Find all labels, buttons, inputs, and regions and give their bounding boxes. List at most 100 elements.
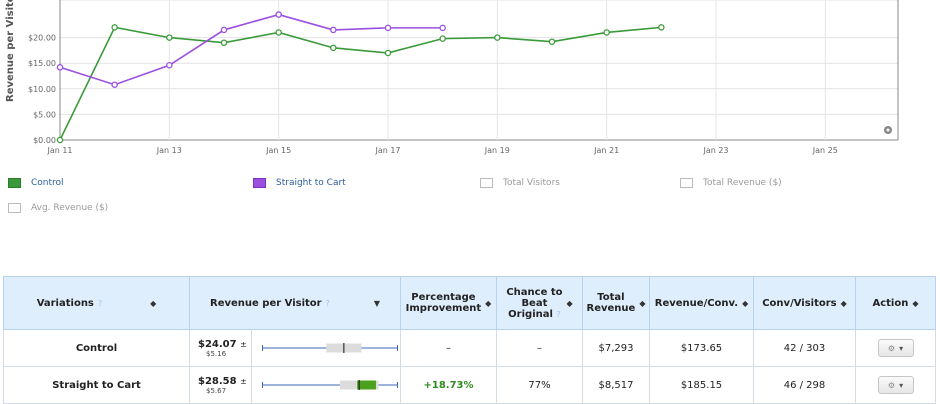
- range-improvement-fill: [357, 380, 376, 390]
- data-point[interactable]: [56, 136, 64, 144]
- help-icon[interactable]: ?: [556, 309, 561, 319]
- caret-down-icon: ▾: [899, 380, 904, 390]
- x-tick-label: Jan 19: [484, 146, 510, 155]
- results-table: Variations ? ◆ Revenue per Visitor ? ▼ P…: [3, 276, 936, 404]
- rpv-value: $24.07 ± $5.16: [189, 329, 252, 367]
- x-tick-label: Jan 17: [374, 146, 400, 155]
- total-revenue-value: $7,293: [582, 329, 650, 367]
- sort-icon: ◆: [639, 298, 646, 308]
- table-row: Straight to Cart $28.58 ± $5.67 +18.73% …: [3, 366, 936, 404]
- data-point[interactable]: [330, 26, 337, 34]
- data-point[interactable]: [275, 29, 282, 36]
- header-revenue-per-conversion[interactable]: Revenue/Conv. ◆: [649, 276, 754, 330]
- improvement-value: –: [400, 329, 497, 367]
- y-axis-label: Revenue per Visito: [5, 0, 16, 102]
- legend-swatch: [480, 178, 493, 188]
- help-icon[interactable]: ?: [97, 298, 103, 308]
- sort-icon: ◆: [150, 298, 157, 308]
- action-menu-button[interactable]: ⚙ ▾: [877, 376, 914, 394]
- legend-label: Straight to Cart: [276, 178, 346, 188]
- revenue-chart: $0.00 $5.00 $10.00 $15.00 $20.00 Jan 11 Jan 13…: [0, 0, 940, 165]
- data-point[interactable]: [220, 26, 228, 34]
- x-tick-label: Jan 21: [593, 146, 619, 155]
- data-point[interactable]: [603, 29, 610, 36]
- variation-name: Control: [3, 329, 190, 367]
- legend-label: Control: [31, 178, 64, 188]
- data-point[interactable]: [439, 35, 446, 42]
- sort-icon: ◆: [912, 298, 919, 308]
- confidence-range-bar: [262, 342, 398, 354]
- action-menu-button[interactable]: ⚙ ▾: [877, 339, 914, 357]
- revenue-per-conversion-value: $173.65: [649, 329, 754, 367]
- legend-item-avg-revenue[interactable]: Avg. Revenue ($): [8, 203, 108, 213]
- legend-swatch: [8, 178, 21, 188]
- reset-zoom-icon[interactable]: [884, 126, 892, 134]
- header-variations[interactable]: Variations ? ◆: [3, 276, 190, 330]
- legend-swatch: [8, 203, 21, 213]
- legend-item-straight-to-cart[interactable]: Straight to Cart: [253, 178, 346, 188]
- action-cell: ⚙ ▾: [855, 329, 936, 367]
- series-line: [59, 13, 443, 86]
- header-action: Action ◆: [855, 276, 936, 330]
- table-row: Control $24.07 ± $5.16 – – $7,293 $173.6…: [3, 329, 936, 367]
- header-percentage-improvement[interactable]: Percentage Improvement ◆: [400, 276, 497, 330]
- data-point[interactable]: [384, 49, 392, 57]
- caret-down-icon: ▾: [899, 343, 904, 353]
- table-header-row: Variations ? ◆ Revenue per Visitor ? ▼ P…: [3, 276, 936, 330]
- series-line: [59, 26, 662, 141]
- confidence-range-bar: [262, 379, 398, 391]
- gear-icon: ⚙: [887, 343, 896, 353]
- legend-item-control[interactable]: Control: [8, 178, 64, 188]
- x-tick-label: Jan 15: [265, 146, 291, 155]
- action-cell: ⚙ ▾: [855, 366, 936, 404]
- legend-swatch: [680, 178, 693, 188]
- data-point[interactable]: [166, 61, 173, 69]
- x-tick-label: Jan 25: [812, 146, 838, 155]
- x-tick-label: Jan 13: [156, 146, 182, 155]
- help-icon[interactable]: ?: [325, 298, 330, 308]
- chart-canvas: $0.00 $5.00 $10.00 $15.00 $20.00 Jan 11 Jan 13…: [5, 0, 899, 155]
- legend-item-total-visitors[interactable]: Total Visitors: [480, 178, 560, 188]
- legend-item-total-revenue[interactable]: Total Revenue ($): [680, 178, 782, 188]
- variation-name: Straight to Cart: [3, 366, 190, 404]
- total-revenue-value: $8,517: [582, 366, 650, 404]
- header-chance-to-beat-original[interactable]: Chance to Beat Original ? ◆: [496, 276, 583, 330]
- conv-visitors-value: 46 / 298: [753, 366, 856, 404]
- legend-swatch: [253, 178, 266, 188]
- y-tick-label: $10.00: [28, 85, 56, 94]
- improvement-value: +18.73%: [400, 366, 497, 404]
- gear-icon: ⚙: [887, 380, 896, 390]
- rpv-range-cell: [251, 366, 401, 404]
- data-point[interactable]: [494, 34, 501, 41]
- data-point[interactable]: [56, 64, 64, 71]
- y-tick-label: $0.00: [33, 136, 56, 145]
- rpv-range-cell: [251, 329, 401, 367]
- header-conv-visitors[interactable]: Conv/Visitors ◆: [753, 276, 856, 330]
- chance-value: –: [496, 329, 583, 367]
- chance-value: 77%: [496, 366, 583, 404]
- header-revenue-per-visitor[interactable]: Revenue per Visitor ? ▼: [189, 276, 401, 330]
- sort-icon: ◆: [840, 298, 847, 308]
- legend-label: Total Revenue ($): [703, 178, 782, 188]
- rpv-value: $28.58 ± $5.67: [189, 366, 252, 404]
- sort-icon: ◆: [742, 298, 749, 308]
- data-point[interactable]: [220, 39, 228, 46]
- data-point[interactable]: [439, 24, 446, 32]
- data-point[interactable]: [166, 34, 173, 41]
- x-tick-label: Jan 23: [702, 146, 728, 155]
- y-tick-label: $15.00: [28, 59, 56, 68]
- data-point[interactable]: [275, 11, 282, 18]
- data-point[interactable]: [330, 44, 337, 52]
- data-point[interactable]: [548, 38, 556, 45]
- data-point[interactable]: [111, 24, 118, 31]
- sort-icon: ◆: [485, 298, 492, 308]
- x-tick-label: Jan 11: [46, 146, 72, 155]
- data-point[interactable]: [658, 24, 665, 31]
- data-point[interactable]: [111, 81, 118, 88]
- legend-label: Total Visitors: [503, 178, 560, 188]
- revenue-per-conversion-value: $185.15: [649, 366, 754, 404]
- header-total-revenue[interactable]: Total Revenue ◆: [582, 276, 650, 330]
- sort-desc-icon: ▼: [373, 298, 380, 308]
- legend-label: Avg. Revenue ($): [31, 203, 109, 213]
- data-point[interactable]: [384, 24, 392, 32]
